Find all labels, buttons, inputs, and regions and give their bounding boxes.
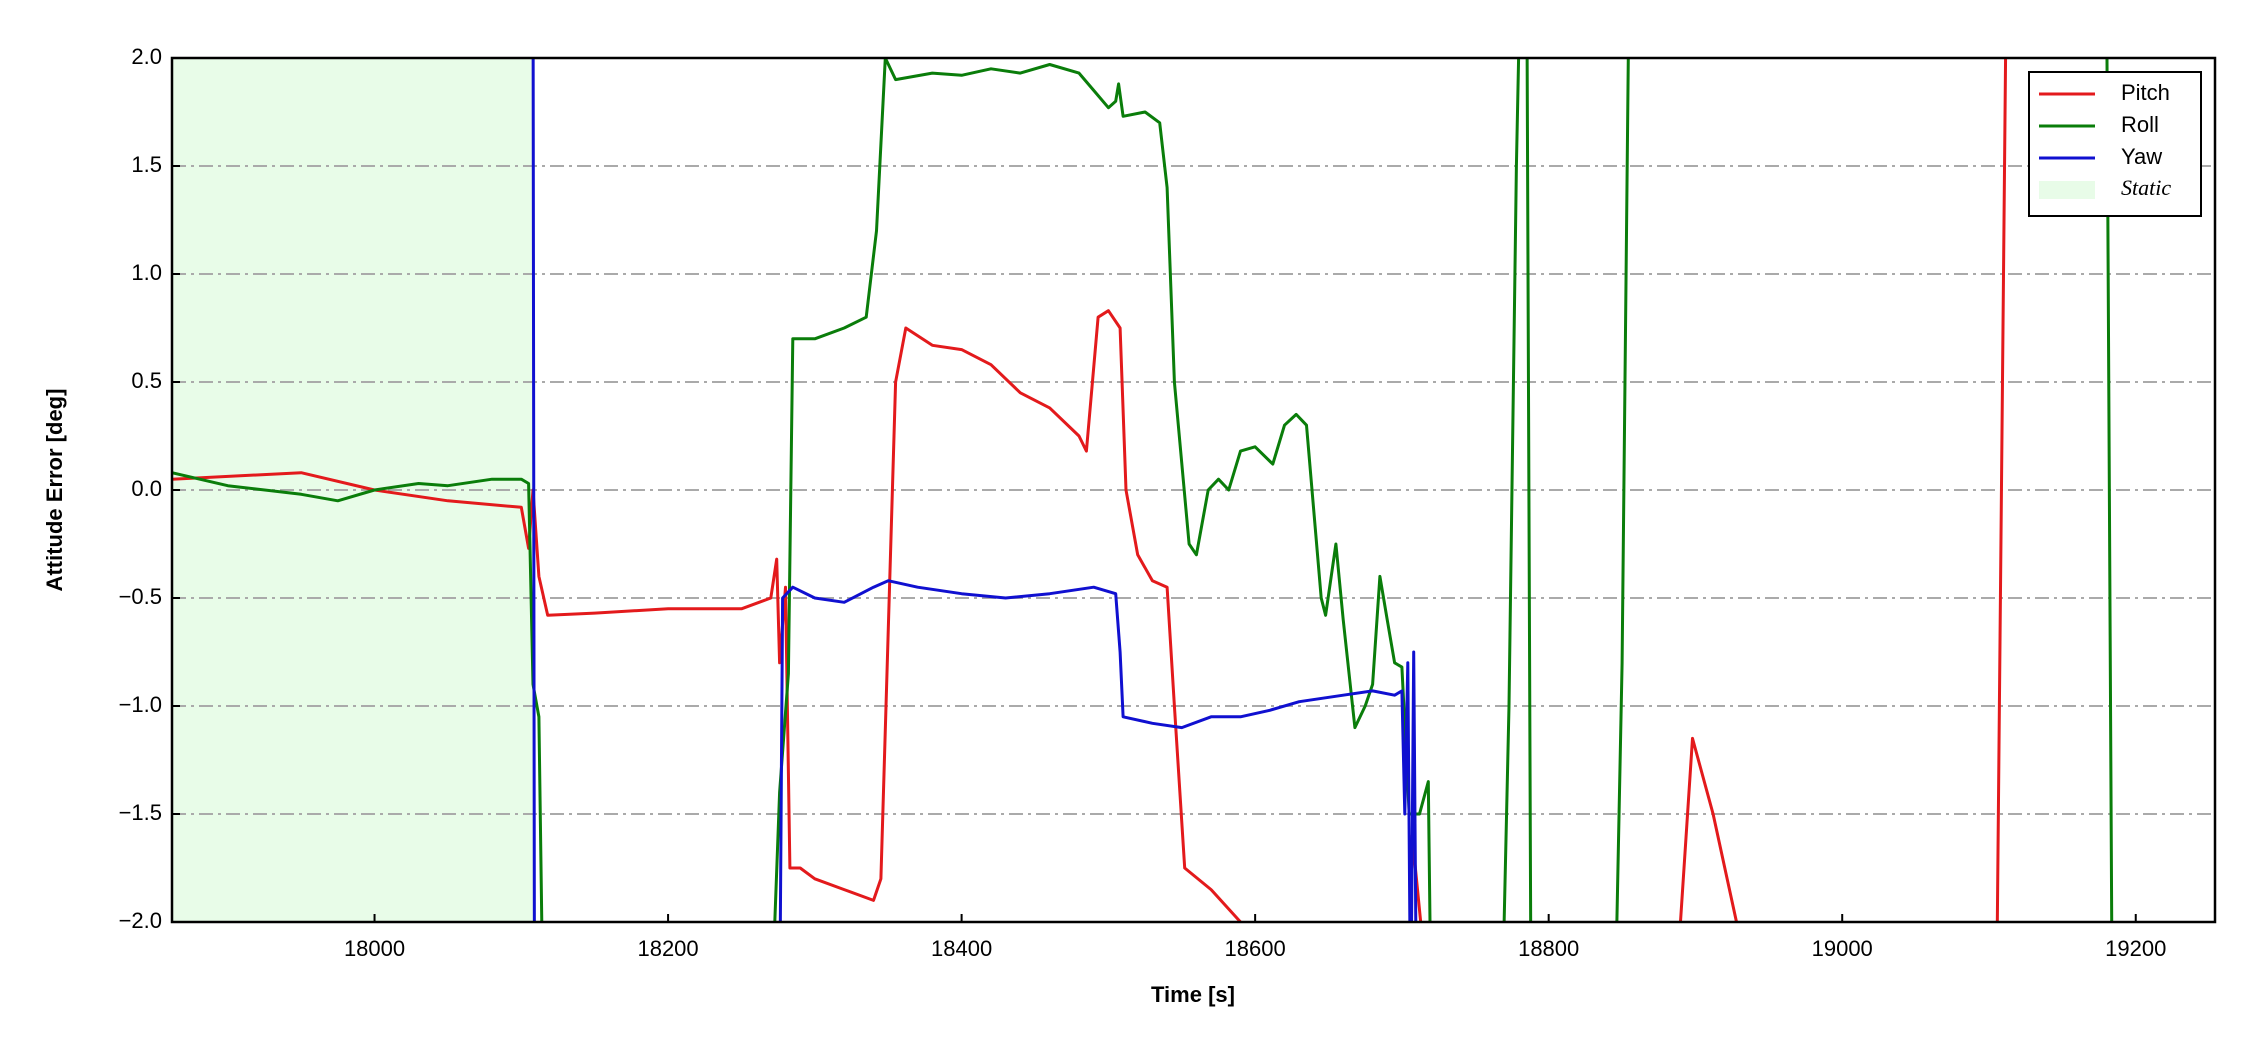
- line-yaw: [531, 58, 1418, 922]
- legend-label: Roll: [2121, 112, 2159, 137]
- x-tick-label: 19000: [1812, 936, 1873, 961]
- legend-label: Pitch: [2121, 80, 2170, 105]
- x-tick-label: 19200: [2105, 936, 2166, 961]
- x-tick-label: 18000: [344, 936, 405, 961]
- line-roll: [172, 58, 2114, 922]
- y-tick-label: 0.0: [131, 476, 162, 501]
- axes-frame: [170, 56, 2217, 924]
- y-tick-label: −0.5: [119, 584, 162, 609]
- legend-label: Static: [2121, 175, 2171, 200]
- legend: Pitch Roll Yaw Static: [2028, 71, 2202, 217]
- y-tick-label: −2.0: [119, 908, 162, 933]
- x-tick-label: 18600: [1225, 936, 1286, 961]
- y-axis-label: Attitude Error [deg]: [42, 389, 67, 592]
- legend-label: Yaw: [2121, 144, 2162, 169]
- plot-area: [172, 58, 2215, 922]
- x-tick-label: 18800: [1518, 936, 1579, 961]
- y-tick-label: −1.5: [119, 800, 162, 825]
- x-tick-label: 18400: [931, 936, 992, 961]
- y-tick-label: 2.0: [131, 44, 162, 69]
- y-tick-label: −1.0: [119, 692, 162, 717]
- legend-swatch: [2039, 181, 2095, 199]
- y-tick-label: 1.0: [131, 260, 162, 285]
- x-axis-label: Time [s]: [1151, 982, 1235, 1007]
- x-tick-label: 18200: [637, 936, 698, 961]
- y-tick-label: 1.5: [131, 152, 162, 177]
- y-tick-label: 0.5: [131, 368, 162, 393]
